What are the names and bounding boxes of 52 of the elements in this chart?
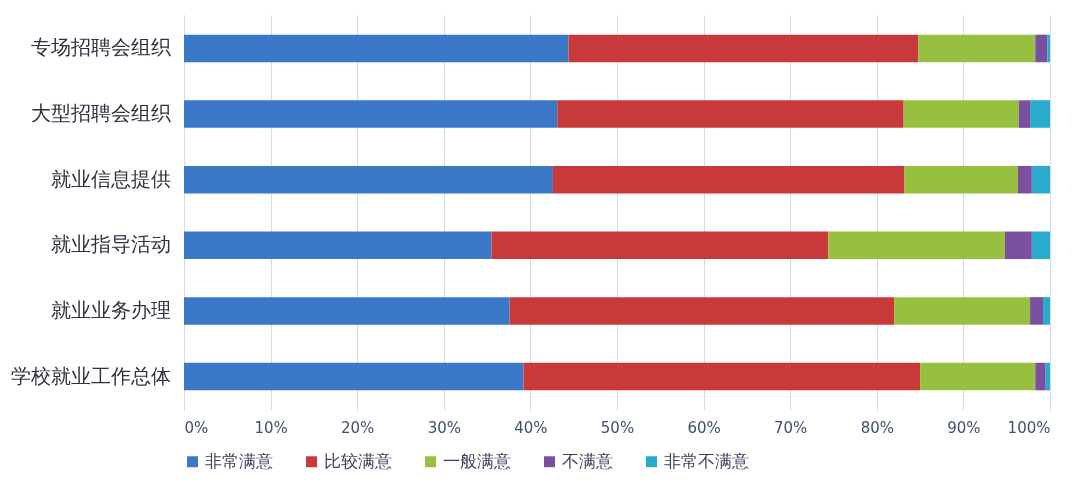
bar [552, 165, 905, 194]
bar [894, 297, 1031, 325]
legend-label: 非常满意 [205, 450, 273, 471]
bar [1031, 165, 1050, 194]
y-tick-label: 就业信息提供 [50, 166, 171, 191]
x-tick-label: 0% [184, 418, 209, 437]
x-tick-label: 40% [514, 418, 548, 437]
bar [184, 34, 569, 63]
bar [1043, 297, 1050, 325]
bar [1045, 362, 1050, 391]
legend-label: 一般满意 [443, 450, 511, 471]
bar [1030, 297, 1044, 325]
y-tick-label: 大型招聘会组织 [30, 101, 171, 126]
x-tick-label: 90% [947, 418, 981, 437]
y-tick-label: 学校就业工作总体 [10, 363, 171, 388]
x-tick-label: 10% [254, 418, 288, 437]
bar [184, 297, 510, 325]
x-tick-label: 70% [774, 418, 808, 437]
bar [918, 34, 1036, 63]
bar [904, 165, 1018, 194]
bar [828, 231, 1005, 260]
bar [1017, 165, 1032, 194]
legend-label: 比较满意 [324, 450, 392, 471]
y-tick-label: 专场招聘会组织 [30, 35, 171, 60]
bar [920, 362, 1036, 391]
x-tick-label: 80% [860, 418, 894, 437]
bar [1018, 100, 1031, 128]
bar [184, 362, 524, 391]
bar [491, 231, 829, 260]
bar [184, 165, 553, 194]
x-tick-label: 100% [1007, 418, 1051, 437]
bar [1004, 231, 1032, 260]
x-tick-label: 20% [341, 418, 375, 437]
bar [1035, 362, 1046, 391]
bar [184, 231, 492, 260]
bar [1047, 34, 1050, 63]
x-tick-label: 60% [687, 418, 721, 437]
y-tick-label: 就业指导活动 [50, 232, 171, 257]
x-tick-label: 50% [600, 418, 635, 437]
bar [184, 100, 558, 128]
bar [568, 34, 919, 63]
bar [509, 297, 895, 325]
bar [903, 100, 1019, 128]
bar [557, 100, 904, 128]
x-tick-label: 30% [427, 418, 461, 437]
bar [1031, 231, 1050, 260]
bar [523, 362, 921, 391]
legend-label: 非常不满意 [664, 450, 749, 471]
bar [1035, 34, 1048, 63]
legend-label: 不满意 [562, 450, 613, 471]
y-tick-label: 就业业务办理 [50, 297, 171, 322]
bar [1030, 100, 1050, 128]
